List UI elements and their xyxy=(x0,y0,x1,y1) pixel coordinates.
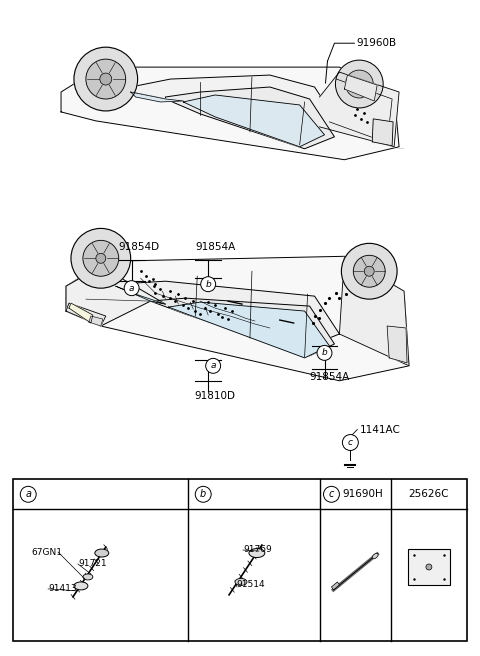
Circle shape xyxy=(336,60,383,108)
Text: b: b xyxy=(200,489,206,499)
Text: 67GN1: 67GN1 xyxy=(31,548,62,556)
Circle shape xyxy=(317,346,332,360)
Polygon shape xyxy=(66,303,106,326)
Circle shape xyxy=(96,253,106,263)
Text: a: a xyxy=(129,283,134,293)
Polygon shape xyxy=(151,298,335,356)
Ellipse shape xyxy=(95,549,109,557)
Polygon shape xyxy=(166,87,335,149)
Circle shape xyxy=(71,228,131,288)
Circle shape xyxy=(342,434,358,451)
Polygon shape xyxy=(332,582,339,590)
Circle shape xyxy=(86,59,126,99)
Text: 91854D: 91854D xyxy=(119,242,160,253)
Text: 91413: 91413 xyxy=(48,584,77,594)
Text: 91854A: 91854A xyxy=(195,242,236,253)
Circle shape xyxy=(20,486,36,502)
Text: 91854A: 91854A xyxy=(310,372,350,382)
Circle shape xyxy=(74,47,138,111)
Polygon shape xyxy=(131,75,339,137)
Bar xyxy=(13,480,467,641)
Polygon shape xyxy=(89,316,103,326)
Circle shape xyxy=(426,564,432,570)
Ellipse shape xyxy=(235,579,247,585)
Text: 91769: 91769 xyxy=(243,544,272,554)
Polygon shape xyxy=(344,75,377,101)
Text: a: a xyxy=(25,489,31,499)
Text: 25626C: 25626C xyxy=(408,489,449,499)
Text: 91514: 91514 xyxy=(236,581,264,589)
Circle shape xyxy=(341,243,397,299)
Text: a: a xyxy=(210,361,216,371)
Circle shape xyxy=(353,255,385,287)
Polygon shape xyxy=(111,281,339,346)
Polygon shape xyxy=(183,95,324,147)
Circle shape xyxy=(206,358,221,373)
Ellipse shape xyxy=(372,553,378,559)
Polygon shape xyxy=(387,326,407,363)
Circle shape xyxy=(100,73,112,85)
Polygon shape xyxy=(61,67,399,159)
Polygon shape xyxy=(66,266,166,326)
Text: 91721: 91721 xyxy=(78,560,107,569)
Circle shape xyxy=(124,281,139,296)
Circle shape xyxy=(364,266,374,276)
Polygon shape xyxy=(339,256,409,366)
Text: b: b xyxy=(322,348,327,358)
Ellipse shape xyxy=(249,548,265,558)
Polygon shape xyxy=(320,72,399,147)
Text: 1141AC: 1141AC xyxy=(360,424,401,434)
Text: 91960B: 91960B xyxy=(356,38,396,48)
Circle shape xyxy=(324,486,339,502)
Circle shape xyxy=(195,486,211,502)
Circle shape xyxy=(346,70,373,98)
Polygon shape xyxy=(69,303,93,323)
Ellipse shape xyxy=(83,574,93,580)
Polygon shape xyxy=(168,302,329,358)
Text: 91690H: 91690H xyxy=(342,489,383,499)
Text: c: c xyxy=(348,438,353,447)
Polygon shape xyxy=(66,256,409,380)
Text: b: b xyxy=(205,279,211,289)
Text: c: c xyxy=(329,489,334,499)
Bar xyxy=(408,549,450,585)
Circle shape xyxy=(354,79,364,89)
Polygon shape xyxy=(131,92,183,102)
Polygon shape xyxy=(116,286,166,304)
Text: 91810D: 91810D xyxy=(194,391,235,401)
Circle shape xyxy=(201,277,216,292)
Circle shape xyxy=(83,240,119,276)
Ellipse shape xyxy=(74,582,88,590)
Polygon shape xyxy=(372,119,393,146)
